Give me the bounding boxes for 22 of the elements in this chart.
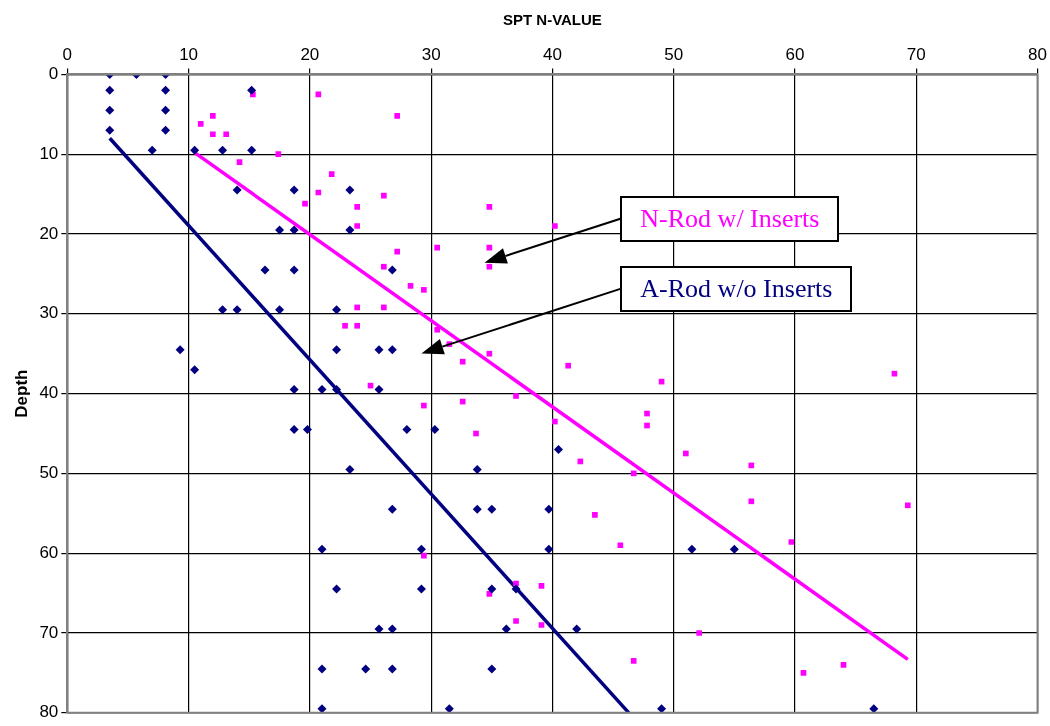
- y-tick-label: 50: [39, 463, 59, 483]
- x-tick-label: 80: [1028, 44, 1048, 64]
- y-tick-label: 20: [39, 223, 59, 243]
- y-axis-title: Depth: [11, 369, 31, 418]
- x-tick-label: 30: [421, 44, 441, 64]
- x-tick-label: 20: [300, 44, 320, 64]
- y-tick-label: 10: [39, 143, 59, 163]
- x-tick-label: 10: [179, 44, 199, 64]
- y-tick-label: 60: [39, 542, 59, 562]
- x-tick-label: 0: [62, 44, 73, 64]
- text: A-Rod w/o Inserts: [620, 265, 853, 312]
- y-tick-label: 80: [39, 702, 59, 722]
- x-axis-title: SPT N-VALUE: [502, 11, 602, 29]
- x-tick-label: 60: [785, 44, 805, 64]
- x-tick-label: 40: [542, 44, 562, 64]
- y-tick-label: 70: [39, 622, 59, 642]
- y-tick-label: 30: [39, 303, 59, 323]
- text: N-Rod w/ Inserts: [620, 195, 840, 242]
- x-tick-label: 70: [906, 44, 926, 64]
- y-tick-label: 0: [48, 64, 59, 84]
- x-tick-label: 50: [664, 44, 684, 64]
- y-tick-label: 40: [39, 383, 59, 403]
